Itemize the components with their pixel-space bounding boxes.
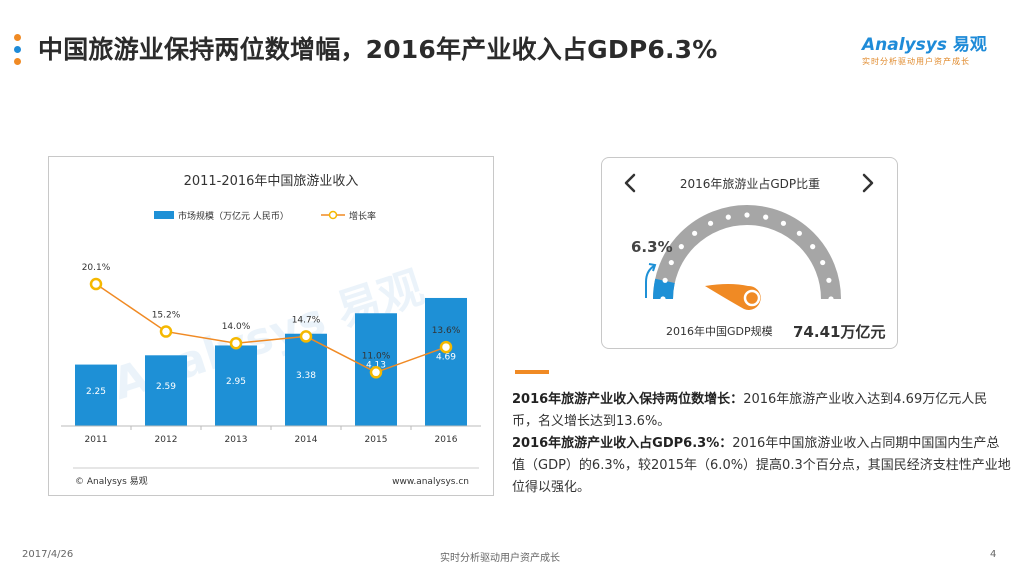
- bar-2013: [215, 345, 257, 426]
- chevron-left-icon[interactable]: [624, 173, 636, 193]
- x-tick-2015: 2015: [365, 435, 388, 445]
- gauge-title: 2016年旅游业占GDP比重: [680, 176, 820, 191]
- gauge-dot: [810, 244, 816, 250]
- page-title: 中国旅游业保持两位数增幅，2016年产业收入占GDP6.3%: [38, 35, 718, 64]
- gauge-dot: [796, 230, 802, 236]
- page-number: 4: [990, 549, 997, 560]
- bar-label-2014: 3.38: [296, 371, 316, 381]
- gauge-dot: [692, 230, 698, 236]
- growth-point-2011: [89, 277, 103, 291]
- growth-label-2016: 13.6%: [432, 326, 461, 336]
- description-highlight-1: 2016年旅游产业收入保持两位数增长：: [512, 392, 744, 407]
- description-text-1: 2016年旅游产业收入达到4.69万亿元人民币，名义增长达到13.6%。: [512, 392, 988, 429]
- growth-point-2013: [229, 336, 243, 350]
- bar-label-2012: 2.59: [156, 382, 176, 392]
- title-dot-1: [14, 34, 21, 41]
- legend-bar-swatch: [154, 211, 174, 219]
- description-paragraph-2: 2016年旅游产业收入占GDP6.3%：2016年中国旅游业收入占同期中国国内生…: [512, 433, 1012, 499]
- gauge-dot: [763, 214, 769, 220]
- revenue-chart: Analysys 易观 2011-2016年中国旅游业收入 市场规模（万亿元 人…: [61, 174, 481, 487]
- gauge-dot: [668, 259, 674, 266]
- logo-slogan: 实时分析驱动用户资产成长: [862, 57, 970, 66]
- chart-website: www.analysys.cn: [392, 477, 469, 487]
- description-paragraph-1: 2016年旅游产业收入保持两位数增长：2016年旅游产业收入达到4.69万亿元人…: [512, 389, 1012, 433]
- arrow-up-icon: [645, 263, 657, 298]
- logo-brand-cn: 易观: [952, 35, 987, 55]
- growth-point-2012: [159, 325, 173, 338]
- footer-date: 2017/4/26: [22, 549, 74, 560]
- description-accent-bar: [515, 370, 549, 374]
- description: 2016年旅游产业收入保持两位数增长：2016年旅游产业收入达到4.69万亿元人…: [512, 389, 1012, 499]
- chart-title: 2011-2016年中国旅游业收入: [184, 174, 359, 189]
- gauge-dot: [662, 277, 668, 283]
- bar-label-2011: 2.25: [86, 387, 106, 397]
- chart-source: © Analysys 易观: [75, 476, 148, 487]
- x-tick-2014: 2014: [295, 435, 318, 445]
- bar-2011: [75, 364, 117, 426]
- x-tick-2013: 2013: [225, 435, 248, 445]
- growth-series-line: [95, 283, 447, 374]
- gauge-dot: [707, 220, 714, 226]
- title-dot-3: [14, 58, 21, 65]
- revenue-chart-panel: Analysys 易观 2011-2016年中国旅游业收入 市场规模（万亿元 人…: [48, 156, 494, 496]
- gauge-dot: [780, 220, 787, 226]
- gauge-dot: [660, 296, 666, 302]
- bar-label-2015: 4.13: [366, 360, 386, 370]
- growth-point-2015: [369, 366, 383, 379]
- growth-label-2013: 14.0%: [222, 322, 251, 332]
- growth-label-2012: 15.2%: [152, 311, 181, 321]
- gauge-dot: [725, 214, 731, 220]
- gdp-scale-value: 74.41万亿元: [793, 323, 885, 341]
- logo-initial: A: [862, 35, 876, 55]
- footer-slogan: 实时分析驱动用户资产成长: [440, 553, 560, 564]
- gauge-value-label: 6.3%: [631, 238, 673, 256]
- logo-wordmark: Analysys 易观: [862, 30, 1002, 55]
- bar-2016: [425, 297, 467, 426]
- x-tick-2016: 2016: [435, 435, 458, 445]
- legend-line-marker: [328, 210, 338, 220]
- gauge-dot: [744, 212, 750, 218]
- growth-label-2014: 14.7%: [292, 315, 321, 325]
- description-text-2: 2016年中国旅游业收入占同期中国国内生产总值（GDP）的6.3%，较2015年…: [512, 436, 1011, 495]
- title-dots: [14, 34, 22, 70]
- gauge-dot: [826, 277, 832, 283]
- gdp-share-gauge: 2016年旅游业占GDP比重 6.3% 2016年中国GDP规模 74.41万亿…: [624, 173, 885, 341]
- legend-bar-label: 市场规模（万亿元 人民币）: [178, 210, 289, 222]
- x-tick-2011: 2011: [85, 435, 108, 445]
- x-tick-2012: 2012: [155, 435, 178, 445]
- chevron-right-icon[interactable]: [862, 173, 874, 193]
- analysys-logo: Analysys 易观 实时分析驱动用户资产成长: [862, 30, 1002, 70]
- growth-label-2011: 20.1%: [82, 263, 111, 273]
- growth-label-2015: 11.0%: [362, 351, 391, 361]
- chart-legend: 市场规模（万亿元 人民币） 增长率: [154, 210, 376, 222]
- bar-label-2016: 4.69: [436, 352, 456, 362]
- gauge-dot: [678, 244, 684, 250]
- gauge-needle-ring: [743, 289, 761, 307]
- description-highlight-2: 2016年旅游产业收入占GDP6.3%：: [512, 436, 733, 451]
- bar-label-2013: 2.95: [226, 377, 246, 387]
- title-dot-2: [14, 46, 21, 53]
- gauge-fill: [653, 278, 675, 300]
- legend-line-label: 增长率: [349, 210, 376, 222]
- gdp-scale-label: 2016年中国GDP规模: [666, 324, 773, 338]
- bar-2012: [145, 355, 187, 426]
- gauge-dot: [828, 296, 834, 302]
- logo-brand: nalysys: [875, 35, 947, 55]
- growth-point-2016: [439, 340, 453, 354]
- gauge-dot: [820, 259, 826, 266]
- gdp-share-gauge-panel: 2016年旅游业占GDP比重 6.3% 2016年中国GDP规模 74.41万亿…: [601, 157, 898, 349]
- bar-2014: [285, 333, 327, 426]
- growth-point-2014: [299, 330, 313, 343]
